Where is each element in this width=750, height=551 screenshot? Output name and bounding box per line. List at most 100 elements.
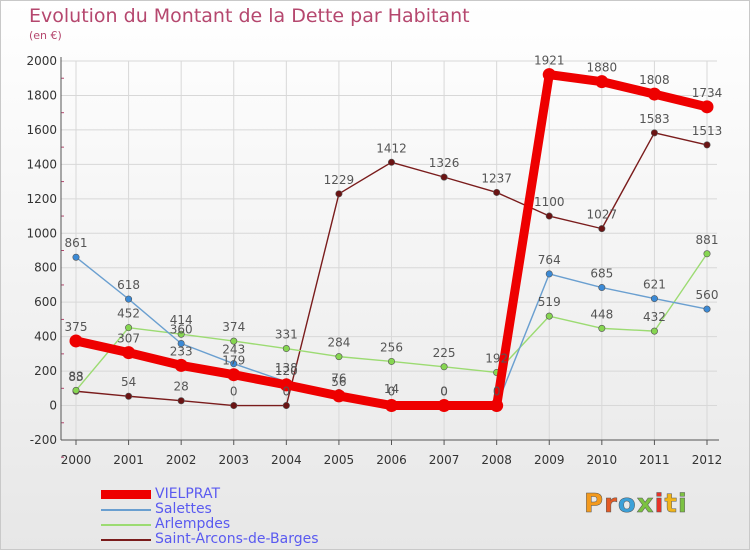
data-label: 1921 [534, 54, 565, 68]
data-label: 0 [440, 385, 448, 399]
data-point [387, 357, 395, 365]
x-tick-label: 2012 [692, 453, 723, 467]
y-tick-label: 1800 [26, 88, 57, 102]
data-point [230, 402, 238, 410]
data-label: 1100 [534, 195, 565, 209]
data-point [650, 327, 658, 335]
data-label: 1734 [692, 86, 723, 100]
data-label: 685 [590, 267, 613, 281]
data-point [703, 141, 711, 149]
data-point [174, 358, 188, 372]
y-tick-label: 0 [49, 399, 57, 413]
logo-letter: t [664, 489, 678, 520]
data-label: 448 [590, 307, 613, 321]
logo-letter: P [584, 489, 605, 520]
y-tick-label: 600 [34, 295, 57, 309]
x-tick-label: 2006 [376, 453, 407, 467]
data-label: 1229 [324, 173, 355, 187]
legend-label: Salettes [155, 501, 212, 517]
data-label: 414 [170, 313, 193, 327]
data-point [493, 188, 501, 196]
data-point [545, 270, 553, 278]
legend-label: VIELPRAT [155, 486, 220, 502]
data-point [177, 330, 185, 338]
logo-letter: x [636, 489, 655, 520]
data-label: 28 [174, 380, 189, 394]
data-label: 0 [283, 385, 291, 399]
data-label: 88 [68, 369, 83, 383]
legend-swatch [101, 509, 151, 511]
x-tick-label: 2003 [218, 453, 249, 467]
data-label: 331 [275, 328, 298, 342]
data-label: 192 [485, 351, 508, 365]
data-point [230, 337, 238, 345]
data-label: 432 [643, 310, 666, 324]
data-point [385, 399, 398, 413]
x-tick-label: 2002 [166, 453, 197, 467]
data-point [703, 250, 711, 258]
data-point [282, 402, 290, 410]
legend-label: Arlempdes [155, 516, 231, 532]
logo-letter: r [604, 489, 618, 520]
x-tick-label: 2005 [324, 453, 355, 467]
data-point [703, 305, 711, 313]
data-point [279, 378, 293, 392]
data-label: 0 [493, 385, 501, 399]
data-point [177, 340, 185, 348]
data-point [69, 334, 83, 348]
data-point [598, 284, 606, 292]
data-point [332, 389, 346, 403]
data-point [230, 360, 238, 368]
data-label: 375 [65, 320, 88, 334]
logo-letter: i [654, 489, 665, 520]
data-label: 621 [643, 278, 666, 292]
data-point [542, 68, 556, 82]
data-point [282, 345, 290, 353]
data-label: 243 [222, 343, 245, 357]
data-label: 1808 [639, 73, 670, 87]
legend-swatch [101, 539, 151, 541]
data-label: 764 [538, 253, 561, 267]
y-tick-label: 400 [34, 330, 57, 344]
data-point [598, 324, 606, 332]
data-label: 1027 [587, 208, 618, 222]
data-label: 360 [170, 323, 193, 337]
y-tick-label: 1600 [26, 123, 57, 137]
y-tick-label: 1400 [26, 157, 57, 171]
data-label: 519 [538, 295, 561, 309]
data-point [125, 295, 133, 303]
data-point [72, 386, 80, 394]
data-label: 1583 [639, 112, 670, 126]
data-label: 0 [388, 385, 396, 399]
data-label: 138 [275, 361, 298, 375]
data-point [647, 87, 661, 101]
data-label: 1412 [376, 141, 407, 155]
data-point [177, 397, 185, 405]
data-label: 83 [68, 370, 83, 384]
proxiti-logo: Proxiti [584, 489, 688, 520]
data-point [545, 212, 553, 220]
data-point [440, 173, 448, 181]
data-label: 861 [65, 236, 88, 250]
data-point [440, 363, 448, 371]
x-tick-label: 2008 [481, 453, 512, 467]
x-tick-label: 2010 [587, 453, 618, 467]
data-label: 1513 [692, 124, 723, 138]
data-label: 0 [440, 385, 448, 399]
data-label: 14 [384, 382, 399, 396]
data-label: 1326 [429, 156, 460, 170]
data-label: 120 [275, 364, 298, 378]
logo-letter: i [677, 489, 688, 520]
x-tick-label: 2007 [429, 453, 460, 467]
x-tick-label: 2000 [61, 453, 92, 467]
data-label: 1880 [587, 61, 618, 75]
y-tick-label: 200 [34, 364, 57, 378]
data-label: 284 [327, 336, 350, 350]
data-label: 256 [380, 340, 403, 354]
data-label: 179 [222, 354, 245, 368]
legend-swatch [101, 490, 151, 499]
logo-letter: o [617, 489, 637, 520]
data-label: 56 [331, 375, 346, 389]
data-label: 225 [433, 346, 456, 360]
